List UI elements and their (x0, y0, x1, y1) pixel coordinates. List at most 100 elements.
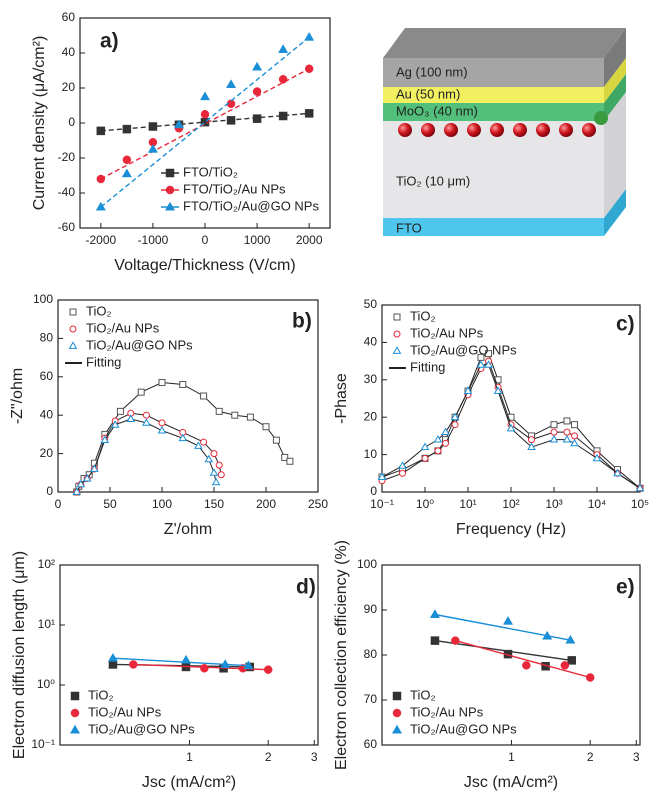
x-tick-label: 150 (204, 497, 224, 511)
marker (377, 472, 387, 480)
chart-panel: 1 2 3 60 70 80 90 100 Jsc (mA/cm²) Electron colle… (333, 540, 641, 791)
x-tick-label: 10⁻¹ (370, 497, 394, 511)
marker (527, 442, 536, 451)
marker (451, 421, 459, 429)
ag-top (383, 28, 626, 58)
y-tick-label: 40 (364, 335, 378, 349)
panel-label: c) (616, 313, 635, 336)
marker (585, 673, 595, 682)
marker (76, 479, 86, 488)
marker (158, 379, 166, 387)
marker (200, 438, 208, 446)
nanoparticle (536, 123, 550, 137)
x-tick-label: 200 (256, 497, 276, 511)
layer-label: Au (50 nm) (396, 86, 460, 101)
nanoparticle (398, 123, 412, 137)
marker (528, 436, 536, 444)
legend-label: TiO₂/Au@GO NPs (88, 721, 195, 736)
layer-label: TiO₂ (10 μm) (396, 173, 470, 188)
marker (108, 660, 118, 669)
y-tick-label: 50 (364, 297, 378, 311)
legend-label: TiO₂/Au NPs (88, 704, 162, 719)
marker (69, 308, 77, 316)
x-tick-label: 2 (265, 750, 272, 764)
fit-line (100, 36, 310, 208)
x-tick-label: -1000 (138, 233, 169, 247)
marker (506, 423, 516, 432)
x-tick-label: 2000 (296, 233, 323, 247)
marker (243, 660, 254, 670)
x-tick-label: 100 (152, 497, 172, 511)
marker (451, 636, 460, 645)
marker (100, 435, 110, 444)
marker (217, 471, 225, 479)
marker (147, 143, 158, 153)
nanoparticles (398, 111, 608, 137)
nanoparticle-go (594, 111, 608, 125)
y-axis-title: Current density (μA/cm²) (31, 36, 48, 211)
marker (484, 360, 493, 368)
marker (148, 122, 158, 131)
nanoparticle (513, 123, 527, 137)
marker (122, 124, 132, 134)
y-tick-label: 100 (33, 292, 53, 306)
marker (200, 110, 210, 119)
marker (180, 654, 192, 664)
marker (398, 461, 407, 469)
x-axis-title: Z'/ohm (164, 521, 212, 538)
marker (116, 407, 124, 415)
marker (142, 418, 151, 426)
marker (173, 119, 184, 129)
marker (211, 477, 221, 486)
marker (571, 421, 579, 429)
marker (393, 330, 401, 338)
marker (158, 419, 166, 427)
marker (550, 428, 558, 436)
marker (199, 91, 211, 101)
x-tick-label: 0 (202, 233, 209, 247)
marker (442, 439, 450, 447)
y-tick-label: 40 (62, 45, 76, 59)
marker (613, 468, 622, 477)
marker (450, 412, 460, 421)
marker (304, 31, 315, 41)
marker (263, 665, 273, 674)
marker (522, 661, 531, 670)
marker (542, 630, 553, 640)
legend-label: TiO₂/Au NPs (410, 325, 484, 340)
fit-line (455, 639, 591, 679)
marker (399, 469, 407, 477)
marker (281, 453, 289, 461)
y-tick-label: 0 (370, 484, 377, 498)
y-tick-label: 10¹ (38, 617, 55, 631)
y-tick-label: 10² (38, 557, 55, 571)
legend-label: Fitting (86, 354, 121, 369)
marker (226, 79, 237, 88)
marker (72, 487, 82, 495)
fto-side (604, 189, 626, 236)
chart-panel: 1 2 3 10⁻¹ 10⁰ 10¹ 10² Jsc (mA/cm²) Electron dif… (11, 551, 319, 791)
legend-label: TiO₂/Au@GO NPs (410, 342, 517, 357)
x-tick-label: 10⁴ (588, 497, 607, 511)
marker (90, 464, 99, 472)
chart-panel: 0 50 100 150 200 250 0 20 40 60 80 100 Z'/ohm -Z"/ohm… (9, 292, 328, 538)
marker (562, 435, 572, 443)
marker (550, 421, 558, 429)
panel-label: d) (296, 576, 316, 599)
x-tick-label: 10¹ (459, 497, 476, 511)
nanoparticle (421, 123, 435, 137)
y-axis-title: -Phase (333, 373, 350, 424)
marker (278, 111, 288, 121)
marker (210, 450, 218, 458)
x-tick-label: 250 (308, 497, 328, 511)
marker (126, 414, 136, 422)
moo3-side (604, 74, 626, 121)
y-tick-label: 20 (364, 409, 378, 423)
x-tick-label: -2000 (85, 233, 116, 247)
y-tick-label: 10⁻¹ (31, 737, 55, 751)
marker (392, 346, 402, 354)
y-tick-label: 60 (364, 737, 378, 751)
legend-label: TiO₂/Au NPs (86, 320, 160, 335)
marker (567, 656, 576, 665)
